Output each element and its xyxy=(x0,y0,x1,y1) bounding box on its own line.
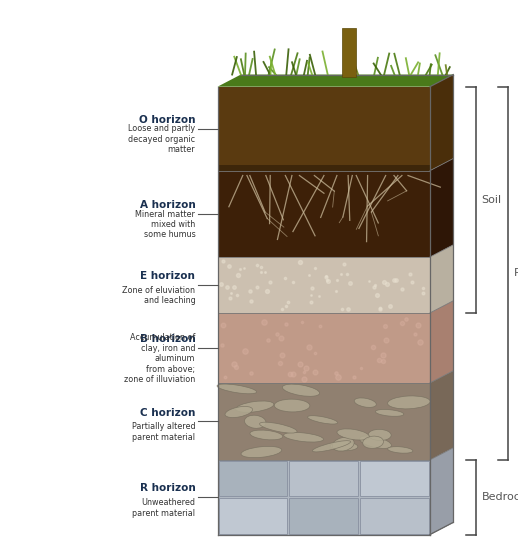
Bar xyxy=(218,257,430,313)
Ellipse shape xyxy=(274,399,310,412)
Ellipse shape xyxy=(368,429,391,440)
Bar xyxy=(290,461,358,496)
Polygon shape xyxy=(430,301,453,383)
Polygon shape xyxy=(218,75,453,86)
Ellipse shape xyxy=(282,384,320,396)
Ellipse shape xyxy=(387,396,430,409)
Polygon shape xyxy=(430,371,453,460)
Bar xyxy=(219,461,287,496)
Ellipse shape xyxy=(284,433,323,442)
Ellipse shape xyxy=(260,422,297,433)
Ellipse shape xyxy=(333,437,354,451)
Text: Bedrock: Bedrock xyxy=(482,493,518,502)
Bar xyxy=(218,171,430,257)
Text: Regolith: Regolith xyxy=(514,268,518,278)
Polygon shape xyxy=(430,158,453,257)
Ellipse shape xyxy=(241,447,282,458)
Bar xyxy=(218,86,430,171)
Text: B horizon: B horizon xyxy=(139,334,195,344)
Text: O horizon: O horizon xyxy=(139,115,195,125)
Text: Partially altered
parent material: Partially altered parent material xyxy=(132,422,195,442)
Ellipse shape xyxy=(387,447,413,453)
Bar xyxy=(360,498,429,534)
Ellipse shape xyxy=(217,384,256,394)
Text: Unweathered
parent material: Unweathered parent material xyxy=(132,498,195,517)
Ellipse shape xyxy=(363,436,383,448)
Text: R horizon: R horizon xyxy=(139,484,195,494)
Ellipse shape xyxy=(244,416,266,428)
Bar xyxy=(218,165,430,171)
Text: C horizon: C horizon xyxy=(140,408,195,418)
Text: Soil: Soil xyxy=(482,195,502,205)
Polygon shape xyxy=(430,448,453,535)
Bar xyxy=(342,28,356,77)
Bar xyxy=(218,313,430,383)
Text: Loose and partly
decayed organic
matter: Loose and partly decayed organic matter xyxy=(128,125,195,154)
Bar xyxy=(218,383,430,460)
Ellipse shape xyxy=(312,440,351,452)
Bar xyxy=(360,461,429,496)
Text: Zone of eluviation
and leaching: Zone of eluviation and leaching xyxy=(122,286,195,305)
Ellipse shape xyxy=(359,436,392,448)
Bar xyxy=(218,460,430,535)
Ellipse shape xyxy=(236,401,274,412)
Bar xyxy=(219,498,287,534)
Polygon shape xyxy=(430,75,453,171)
Ellipse shape xyxy=(308,416,338,424)
Ellipse shape xyxy=(376,409,404,416)
Ellipse shape xyxy=(330,442,358,451)
Ellipse shape xyxy=(225,407,253,418)
Ellipse shape xyxy=(354,398,376,407)
Ellipse shape xyxy=(337,429,369,440)
Text: A horizon: A horizon xyxy=(139,200,195,210)
Text: Mineral matter
mixed with
some humus: Mineral matter mixed with some humus xyxy=(135,209,195,239)
Ellipse shape xyxy=(250,430,283,440)
Text: E horizon: E horizon xyxy=(140,271,195,281)
Bar xyxy=(290,498,358,534)
Polygon shape xyxy=(430,245,453,313)
Text: Accumulation of
clay, iron and
aluminum
from above;
zone of illuviation: Accumulation of clay, iron and aluminum … xyxy=(124,334,195,384)
